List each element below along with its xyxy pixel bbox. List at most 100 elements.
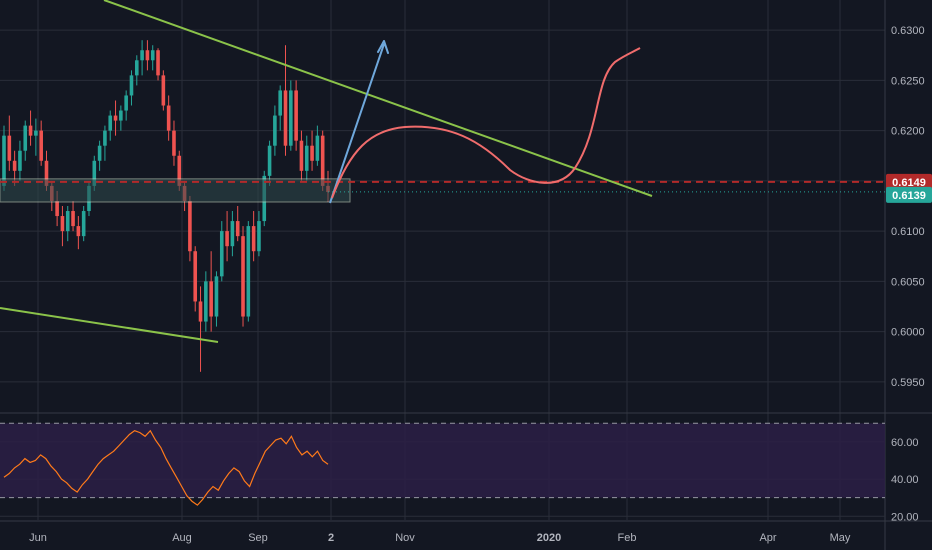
candle [71,200,75,232]
time-tick-label: Nov [395,532,415,544]
projection-curve[interactable] [331,47,641,199]
candle-body [39,130,43,161]
rsi-tick-label: 40.00 [891,474,919,486]
candle-body [65,211,70,232]
candle-body [251,226,256,252]
candle [209,251,213,332]
candle [246,221,251,322]
candle [251,211,256,262]
time-tick-label: 2020 [537,532,561,544]
candle-body [219,231,224,277]
candle [156,48,160,81]
candle-body [289,90,293,146]
time-tick-label: Aug [172,532,192,544]
support-zone[interactable] [0,178,351,203]
axes: 0.63000.62500.62000.61500.61000.60500.60… [29,25,925,544]
candle-body [161,75,166,106]
candle-body [113,115,118,121]
candle [134,55,139,86]
candle [204,271,208,332]
candle [23,120,28,161]
candle [257,211,261,257]
candle-body [97,145,102,161]
candle-body [283,90,288,146]
time-tick-label: Apr [759,532,776,544]
time-tick-label: May [830,532,851,544]
time-tick-label: 2 [328,532,334,544]
candle-body [44,160,49,186]
candle-body [55,200,59,217]
candle-body [209,281,213,317]
candle-body [119,110,123,121]
candle [230,211,235,257]
candle [113,100,118,136]
candle [28,110,33,146]
candle-body [108,115,113,131]
price-tick-label: 0.6050 [891,276,925,288]
last-price-tag: 0.6139 [886,186,932,203]
candle [289,80,293,151]
candle-body [34,130,38,136]
candle [188,195,192,262]
candle [193,246,198,312]
price-tick-label: 0.6200 [891,126,925,138]
candle-body [310,145,314,161]
last-price-tag-text: 0.6139 [892,190,926,202]
candle-body [92,160,97,186]
candle-body [257,221,261,252]
projection-arrow-line[interactable] [329,43,385,204]
candle-body [214,276,219,317]
candle-body [150,50,155,61]
candle-body [76,226,81,237]
candle [161,70,166,111]
descending-trendline[interactable] [103,0,653,197]
time-tick-label: Feb [618,532,637,544]
candle-body [193,251,198,302]
candle [65,206,70,242]
candle [150,45,155,71]
candle [219,221,224,282]
candle [299,130,304,181]
rsi-panel [3,429,329,506]
candle-body [273,115,277,146]
candle [140,40,144,76]
candle-body [204,281,208,322]
candle-body [230,221,235,247]
candle [166,95,171,141]
candle-body [18,150,22,171]
price-tick-label: 0.6300 [891,25,925,37]
candle [278,85,282,131]
candle-body [225,231,229,247]
candle-body [294,90,298,141]
candle [60,206,65,247]
lower-trendline[interactable] [0,307,219,343]
candle-body [23,125,28,151]
rsi-band [0,423,885,498]
candle [235,206,240,242]
candle-body [166,105,171,131]
candle [97,140,102,171]
candle [310,130,314,171]
candle [198,286,203,372]
rsi-line [3,429,329,506]
candle-body [177,155,182,186]
candle-body [28,125,33,136]
candle-body [129,75,134,96]
rsi-band-layer [0,422,885,499]
time-tick-label: Sep [248,532,268,544]
candle-body [320,135,325,186]
candle-body [81,211,86,237]
resistance-price-tag: 0.6149 [886,173,932,190]
candle [304,135,309,181]
projection-arrow-head [377,40,389,54]
candle-body [12,160,17,171]
candle [241,226,245,327]
candle-body [299,140,304,171]
price-tick-label: 0.6100 [891,226,925,238]
candle [119,105,123,131]
candle [124,90,128,121]
candle [267,140,272,186]
